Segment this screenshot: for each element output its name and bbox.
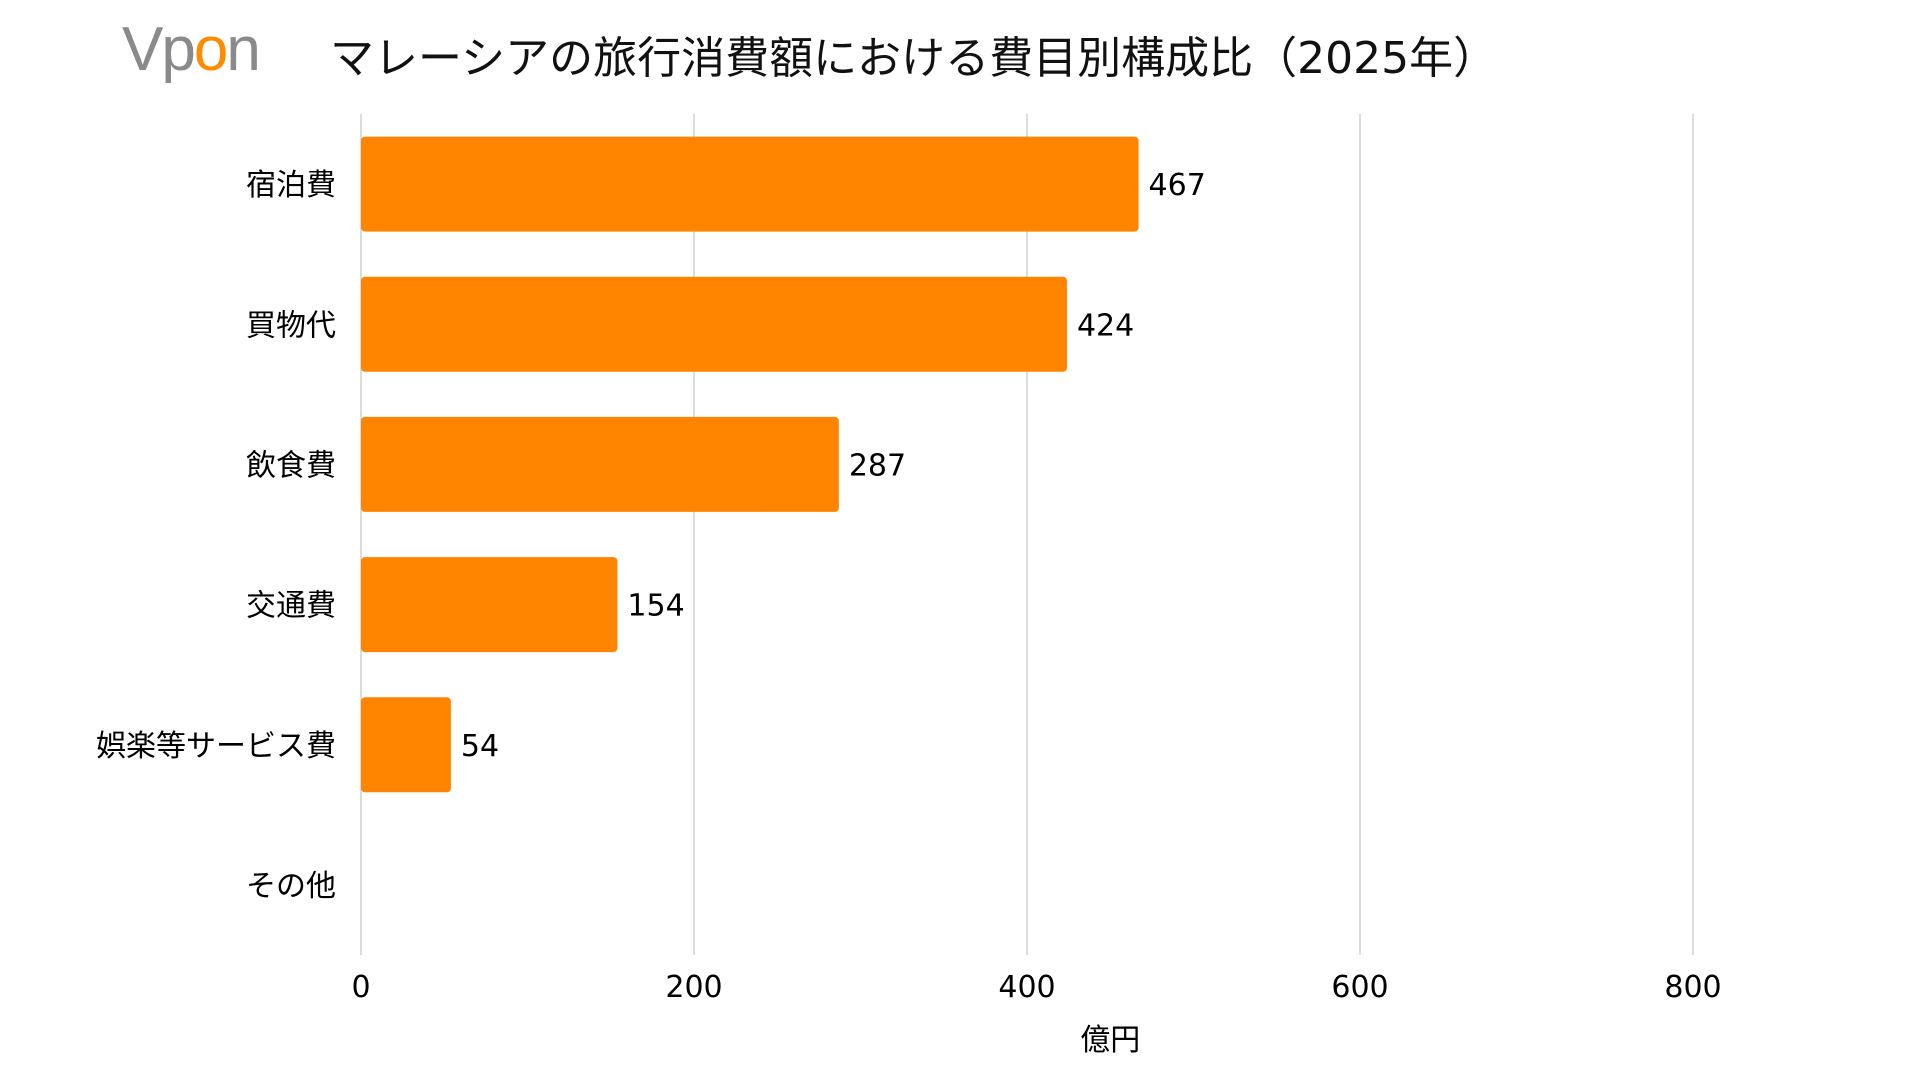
y-tick-label: その他 bbox=[246, 869, 336, 904]
x-axis-label: 億円 bbox=[1080, 1023, 1140, 1058]
x-tick-label: 600 bbox=[1331, 970, 1388, 1005]
y-tick-label: 買物代 bbox=[246, 308, 336, 343]
bar bbox=[361, 557, 618, 653]
x-tick-label: 400 bbox=[998, 970, 1055, 1005]
data-label: 154 bbox=[627, 589, 684, 624]
chart-title: マレーシアの旅行消費額における費目別構成比（2025年） bbox=[330, 33, 1498, 84]
vpon-logo: Vpon bbox=[122, 15, 261, 84]
y-tick-label: 宿泊費 bbox=[246, 168, 336, 203]
y-tick-label: 娯楽等サービス費 bbox=[96, 729, 336, 764]
data-label: 467 bbox=[1149, 168, 1206, 203]
x-tick-label: 200 bbox=[665, 970, 722, 1005]
y-tick-label: 飲食費 bbox=[246, 448, 336, 483]
data-label: 424 bbox=[1077, 308, 1134, 343]
bar bbox=[361, 276, 1067, 372]
bar bbox=[361, 697, 451, 793]
x-tick-label: 800 bbox=[1664, 970, 1721, 1005]
x-tick-label: 0 bbox=[351, 970, 370, 1005]
data-label: 287 bbox=[849, 448, 906, 483]
bar bbox=[361, 136, 1139, 232]
data-label: 54 bbox=[461, 729, 499, 764]
y-tick-label: 交通費 bbox=[246, 589, 336, 624]
bar bbox=[361, 416, 839, 512]
